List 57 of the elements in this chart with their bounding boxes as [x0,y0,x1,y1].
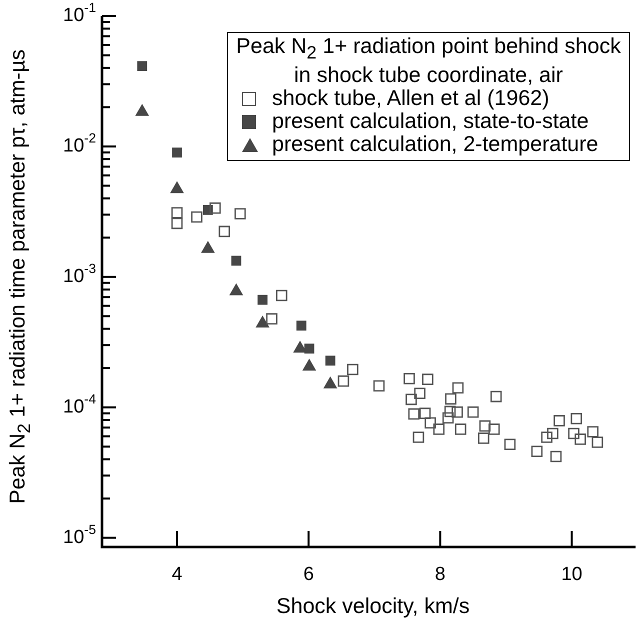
point [504,438,516,450]
point [488,424,500,435]
point [347,364,358,376]
legend-label: present calculation, 2-temperature [272,132,598,156]
point [478,432,490,444]
point [444,406,456,418]
point [218,226,230,238]
point [547,428,558,440]
point [171,218,183,230]
x-tick-label: 4 [172,564,183,586]
point [234,208,246,220]
point [531,446,543,457]
point [490,390,502,402]
point [171,207,183,218]
point [445,393,456,405]
point [452,406,463,418]
point [568,428,580,440]
point [479,420,491,432]
point [467,406,479,418]
point [442,412,454,424]
legend-label: present calculation, state-to-state [272,109,589,134]
point [404,372,415,384]
point [541,432,552,443]
point [422,374,434,385]
point [210,202,221,214]
point [296,320,306,331]
x-axis-title: Shock velocity, km/s [276,594,470,619]
point [452,382,464,394]
point [419,408,431,419]
point [433,424,445,435]
point [570,412,582,424]
legend-label: shock tube, Allen et al (1962) [272,86,550,110]
point [373,380,385,392]
point [191,211,202,223]
point [424,417,436,429]
point [406,394,417,406]
point [338,375,350,387]
x-tick-label: 6 [303,564,314,586]
point [231,256,242,266]
point [325,356,336,366]
point [554,415,565,426]
point [266,313,278,324]
point [574,434,586,445]
point [550,450,562,462]
point [412,432,424,443]
point [408,408,420,420]
point [587,426,598,438]
point [172,148,182,158]
point [258,294,268,305]
point [276,290,288,302]
point [304,344,314,354]
point [454,424,466,435]
point [414,388,426,400]
x-tick-label: 8 [434,564,446,586]
x-tick-label: 10 [561,564,582,586]
point [137,61,148,72]
point [592,436,604,448]
